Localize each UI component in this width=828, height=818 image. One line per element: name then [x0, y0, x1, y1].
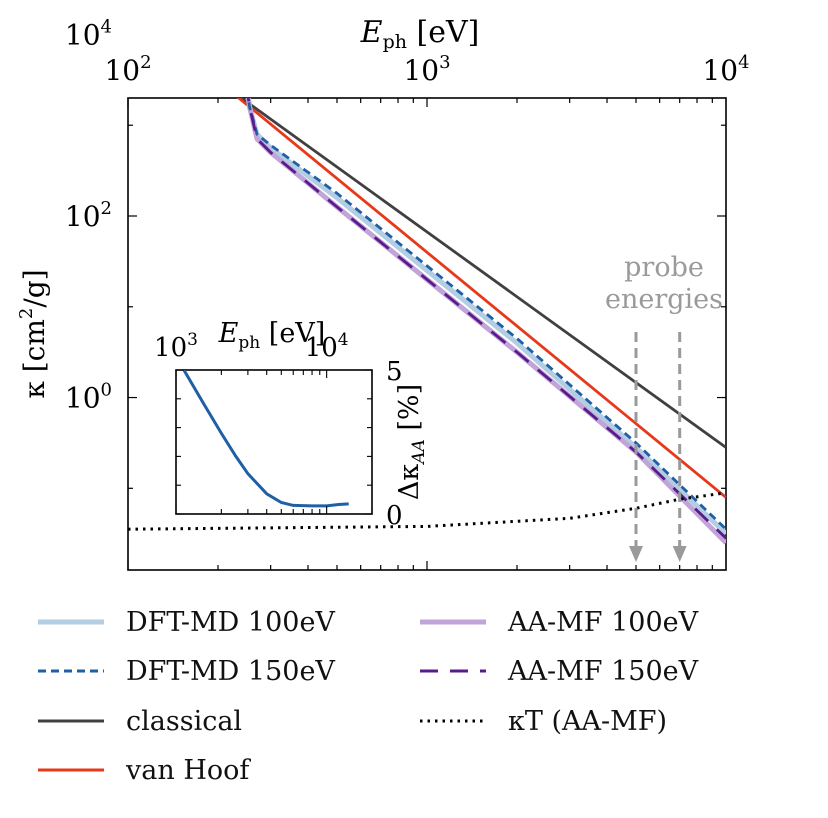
legend-item-aa-mf-100: AA-MF 100eV: [420, 605, 698, 639]
legend-label: κT (AA-MF): [508, 705, 668, 737]
inset-ticks-group: 103 104 0 5: [154, 330, 403, 531]
legend-swatch-aa-mf-150: [420, 669, 486, 673]
legend-label: DFT-MD 150eV: [126, 655, 335, 687]
x-tick-label: 103: [403, 52, 450, 87]
inset-plot-frame: [175, 369, 373, 515]
legend-label: AA-MF 100eV: [508, 606, 699, 638]
legend-swatch-van-hoof: [38, 768, 104, 772]
legend-label: AA-MF 150eV: [508, 655, 699, 687]
annotation-line2: energies: [605, 284, 723, 315]
series-van-hoof: [236, 98, 726, 499]
top-axis-label: Eph [eV]: [360, 15, 480, 53]
legend-label: van Hoof: [126, 754, 250, 786]
legend-item-classical: classical: [38, 704, 242, 738]
legend-item-aa-mf-150: AA-MF 150eV: [420, 654, 698, 688]
inset-y-tick-label: 5: [386, 357, 403, 387]
legend-swatch-aa-mf-100: [420, 619, 486, 625]
inset-y-tick-label: 0: [386, 501, 403, 531]
x-tick-label: 102: [104, 52, 151, 87]
y-axis-label: κ [cm2/g]: [16, 269, 51, 398]
x-tick-label: 104: [702, 52, 749, 87]
y-tick-label: 102: [65, 198, 112, 233]
series-dft-md-150ev: [246, 98, 726, 531]
legend-swatch-dft-md-100: [38, 619, 104, 625]
legend-item-kappa-t: κT (AA-MF): [420, 704, 667, 738]
legend-swatch-dft-md-150: [38, 669, 104, 673]
series--t-aa-mf-: [128, 491, 726, 531]
inset-series-group: [182, 370, 349, 508]
legend-label: DFT-MD 100eV: [126, 606, 335, 638]
inset-top-axis-label: Eph [eV]: [218, 318, 326, 353]
inset-x-tick-label: 103: [154, 330, 198, 363]
y-tick-label: 100: [65, 380, 112, 415]
series-classical: [238, 98, 726, 449]
legend-label: classical: [126, 705, 243, 737]
legend-swatch-kappa-t: [420, 719, 486, 723]
legend-item-van-hoof: van Hoof: [38, 753, 249, 787]
y-tick-label: 104: [65, 16, 112, 51]
legend-item-dft-md-150: DFT-MD 150eV: [38, 654, 335, 688]
inset-x-tick-label: 104: [305, 330, 349, 363]
probe-arrow-head: [628, 546, 643, 562]
main-series-group: [128, 98, 726, 545]
legend-item-dft-md-100: DFT-MD 100eV: [38, 605, 335, 639]
inset-y-axis-label: ΔκAA [%]: [394, 384, 429, 500]
probe-arrow-head: [672, 546, 687, 562]
series-aa-mf-150ev: [246, 98, 726, 540]
legend-swatch-classical: [38, 719, 104, 723]
annotation-line1: probe: [624, 252, 704, 283]
inset-series-line: [182, 370, 349, 508]
